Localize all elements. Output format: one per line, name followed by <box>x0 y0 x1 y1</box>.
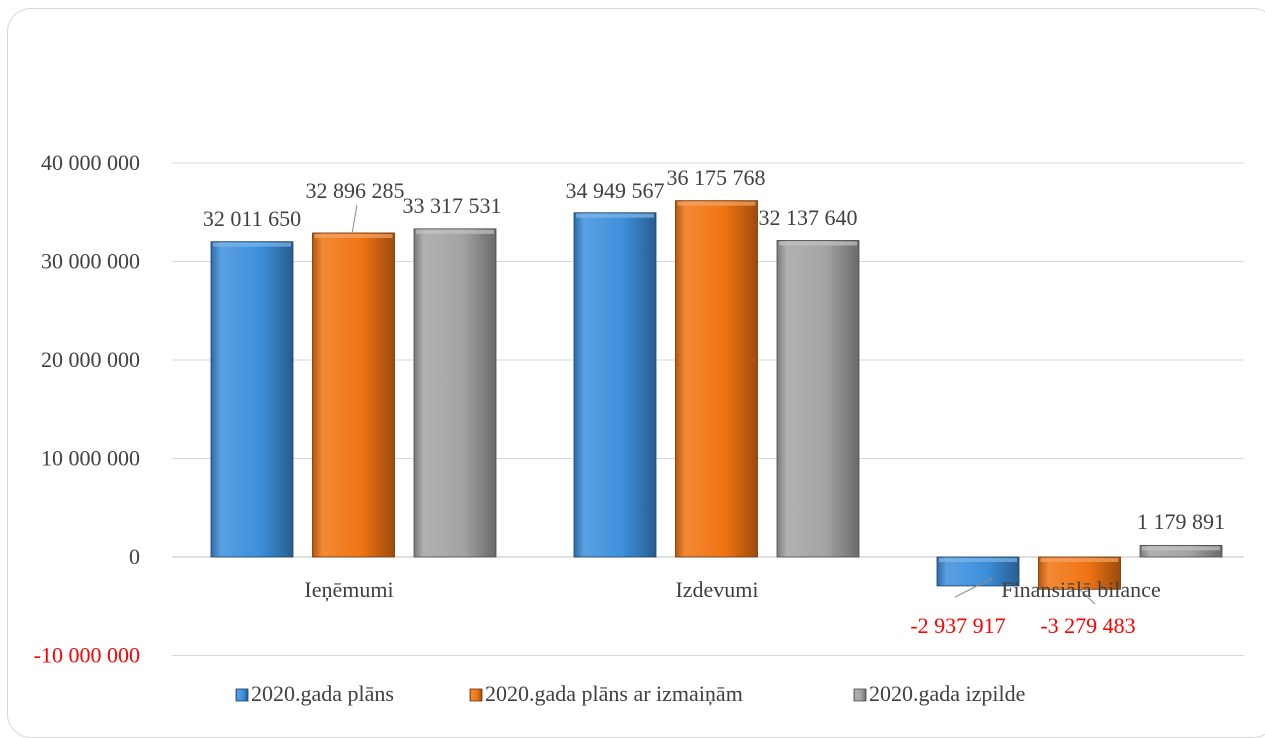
bar <box>210 241 294 558</box>
bar <box>776 240 860 558</box>
legend-swatch <box>469 688 483 702</box>
category-label: Finansiālā bilance <box>1001 577 1160 602</box>
y-tick-label: -10 000 000 <box>34 643 140 668</box>
legend-item: 2020.gada plāns ar izmaiņām <box>469 681 743 706</box>
y-tick-label: 30 000 000 <box>41 249 140 274</box>
bars <box>210 200 1223 590</box>
leader-lines <box>351 204 1096 605</box>
y-tick-label: 10 000 000 <box>41 446 140 471</box>
legend-label: 2020.gada izpilde <box>869 681 1025 706</box>
bar <box>1139 544 1223 558</box>
data-label: 1 179 891 <box>1137 509 1225 534</box>
data-label: 32 137 640 <box>759 205 858 230</box>
leader-line <box>351 204 358 235</box>
bar <box>1038 556 1121 590</box>
category-label: Izdevumi <box>675 577 758 602</box>
legend-swatch <box>853 688 867 702</box>
category-label: Ieņēmumi <box>304 577 393 602</box>
legend-item: 2020.gada plāns <box>235 681 394 706</box>
legend-item: 2020.gada izpilde <box>853 681 1025 706</box>
bar <box>675 200 758 558</box>
bar <box>413 228 497 558</box>
legend-swatch <box>235 688 249 702</box>
legend-label: 2020.gada plāns ar izmaiņām <box>485 681 743 706</box>
data-label: 34 949 567 <box>566 178 665 203</box>
leader-line <box>1077 587 1096 605</box>
data-label: -2 937 917 <box>910 613 1005 638</box>
data-label: 36 175 768 <box>667 165 766 190</box>
data-label: 32 896 285 <box>306 178 405 203</box>
y-tick-label: 40 000 000 <box>41 150 140 175</box>
category-labels: Ieņēmumi Izdevumi Finansiālā bilance <box>304 577 1160 602</box>
bar <box>573 212 657 558</box>
data-label: 33 317 531 <box>403 193 502 218</box>
bar <box>312 232 395 558</box>
legend-label: 2020.gada plāns <box>251 681 394 706</box>
data-label: -3 279 483 <box>1040 613 1135 638</box>
y-axis-ticks: 40 000 000 30 000 000 20 000 000 10 000 000… <box>34 150 140 668</box>
bar <box>936 556 1020 587</box>
data-label: 32 011 650 <box>203 206 301 231</box>
y-tick-label: 20 000 000 <box>41 347 140 372</box>
legend: 2020.gada plāns 2020.gada plāns ar izmaiņ… <box>235 681 1025 706</box>
y-tick-label: 0 <box>129 544 140 569</box>
leader-line <box>954 577 994 598</box>
